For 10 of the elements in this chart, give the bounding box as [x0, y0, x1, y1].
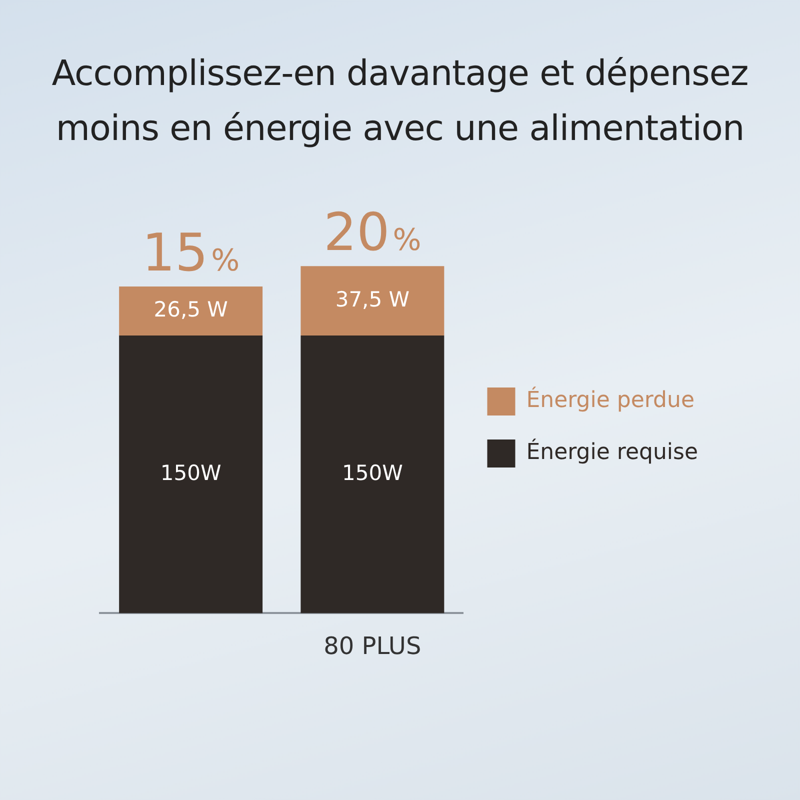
data-label: 37,5 W — [335, 287, 410, 312]
x-tick-label: 80 PLUS — [324, 632, 422, 660]
data-label: 150W — [342, 460, 404, 485]
data-label: 26,5 W — [154, 297, 228, 322]
chart-title: Accomplissez-en davantage et dépensez moins en énergie avec une alimentation — [50, 53, 750, 151]
legend-label: Énergie requise — [526, 438, 698, 466]
annotation: 20% — [324, 203, 422, 264]
legend-label: Énergie perdue — [526, 386, 694, 414]
annotation: 15% — [142, 224, 240, 284]
data-label: 150W — [160, 460, 222, 485]
